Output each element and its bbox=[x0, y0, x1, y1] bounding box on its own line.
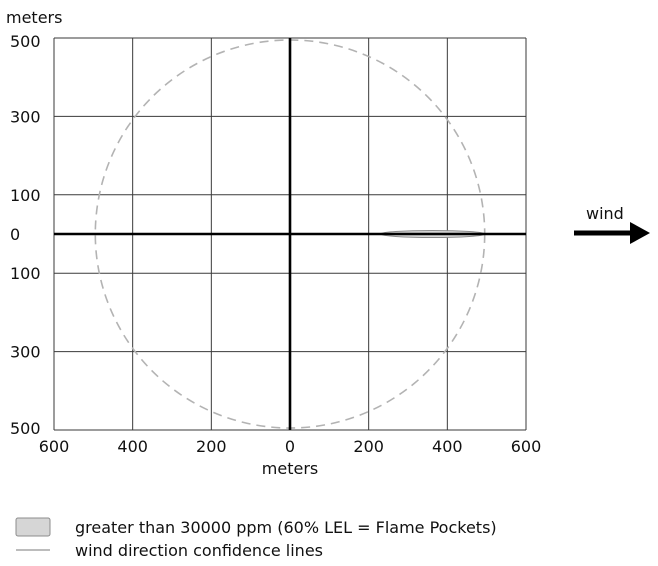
y-tick-label-2: 100 bbox=[10, 186, 41, 205]
legend-swatch-plume bbox=[15, 517, 51, 537]
x-axis-unit-label: meters bbox=[262, 459, 318, 478]
y-tick-label-5: 300 bbox=[10, 343, 41, 362]
x-tick-label-3: 0 bbox=[285, 437, 295, 456]
x-tick-label-5: 400 bbox=[432, 437, 463, 456]
y-tick-label-6: 500 bbox=[10, 419, 41, 438]
main-axes bbox=[54, 38, 526, 430]
legend-item-confidence-lines: wind direction confidence lines bbox=[16, 541, 323, 560]
wind-label: wind bbox=[586, 204, 624, 223]
x-tick-label-1: 400 bbox=[117, 437, 148, 456]
x-tick-label-2: 200 bbox=[196, 437, 227, 456]
x-tick-label-0: 600 bbox=[39, 437, 70, 456]
y-tick-label-4: 100 bbox=[10, 264, 41, 283]
legend: greater than 30000 ppm (60% LEL = Flame … bbox=[15, 517, 497, 560]
y-tick-label-0: 500 bbox=[10, 32, 41, 51]
y-tick-label-3: 0 bbox=[10, 225, 20, 244]
wind-annotation: wind bbox=[574, 204, 650, 244]
y-tick-label-1: 300 bbox=[10, 107, 41, 126]
y-axis-unit-label: meters bbox=[6, 8, 62, 27]
legend-item-plume: greater than 30000 ppm (60% LEL = Flame … bbox=[15, 517, 497, 537]
x-tick-label-6: 600 bbox=[511, 437, 542, 456]
legend-label-plume: greater than 30000 ppm (60% LEL = Flame … bbox=[75, 518, 497, 537]
legend-label-confidence-lines: wind direction confidence lines bbox=[75, 541, 323, 560]
wind-arrow-icon bbox=[630, 222, 650, 244]
x-tick-label-4: 200 bbox=[353, 437, 384, 456]
